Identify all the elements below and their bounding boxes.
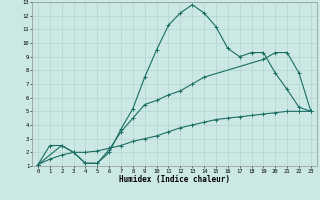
X-axis label: Humidex (Indice chaleur): Humidex (Indice chaleur) [119, 175, 230, 184]
